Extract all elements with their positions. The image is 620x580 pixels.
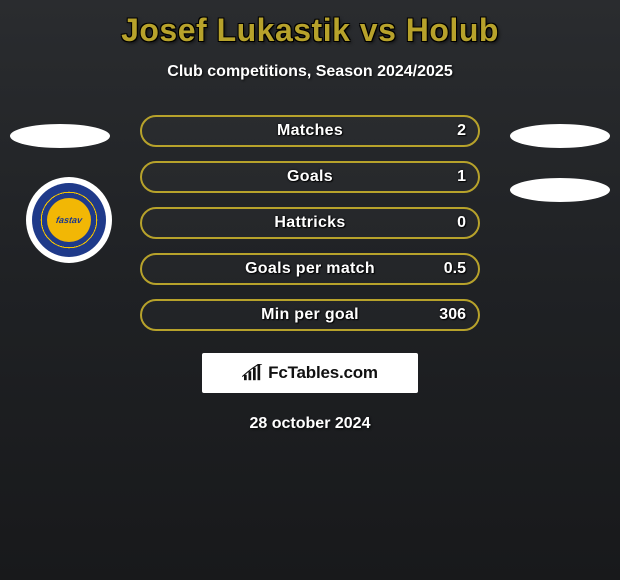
club-badge-text: fastav [55, 215, 82, 225]
stat-label: Min per goal [261, 306, 359, 324]
stat-label: Goals per match [245, 260, 375, 278]
player-right-marker-1 [510, 124, 610, 148]
club-badge-inner: fastav [47, 198, 91, 242]
subtitle: Club competitions, Season 2024/2025 [0, 63, 620, 81]
club-badge-ring: fastav [32, 183, 106, 257]
stat-right-value: 2 [457, 122, 466, 140]
chart-icon [242, 364, 264, 382]
stat-row: Goals per match 0.5 [140, 253, 480, 285]
stat-right-value: 306 [439, 306, 466, 324]
comparison-card: Josef Lukastik vs Holub Club competition… [0, 0, 620, 580]
page-title: Josef Lukastik vs Holub [0, 12, 620, 49]
stat-right-value: 1 [457, 168, 466, 186]
stat-row: Hattricks 0 [140, 207, 480, 239]
club-badge: fastav [26, 177, 112, 263]
player-right-marker-2 [510, 178, 610, 202]
player-left-marker [10, 124, 110, 148]
stat-label: Hattricks [274, 214, 345, 232]
stat-row: Goals 1 [140, 161, 480, 193]
stats-list: Matches 2 Goals 1 Hattricks 0 Goals per … [140, 115, 480, 331]
stat-label: Goals [287, 168, 333, 186]
brand-attribution[interactable]: FcTables.com [202, 353, 418, 393]
stat-right-value: 0 [457, 214, 466, 232]
stat-label: Matches [277, 122, 343, 140]
stat-row: Matches 2 [140, 115, 480, 147]
date-stamp: 28 october 2024 [0, 415, 620, 433]
brand-text: FcTables.com [268, 363, 378, 383]
stat-right-value: 0.5 [444, 260, 466, 278]
stat-row: Min per goal 306 [140, 299, 480, 331]
